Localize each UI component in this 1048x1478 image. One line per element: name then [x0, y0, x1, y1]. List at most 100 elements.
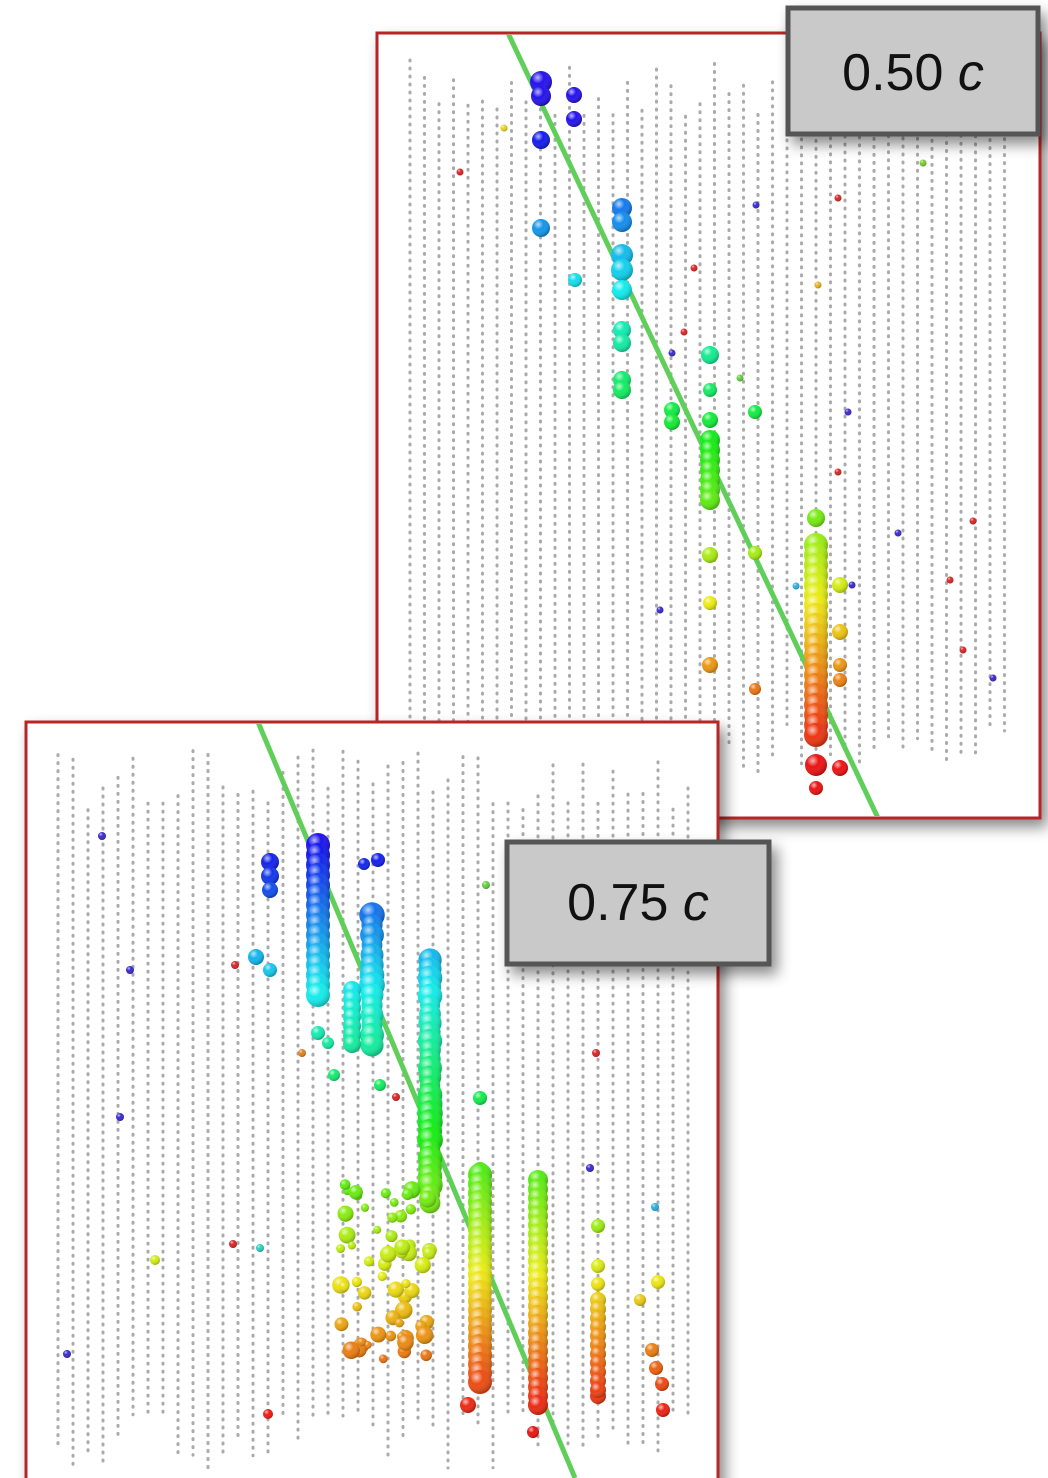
- hit-shine: [263, 963, 277, 977]
- hit-shine: [664, 402, 680, 418]
- hit-shine: [357, 1286, 372, 1300]
- hit-shine: [248, 949, 264, 965]
- hit-shine: [401, 1188, 414, 1200]
- hit-shine: [832, 577, 848, 593]
- hit-shine: [668, 349, 676, 357]
- hit-shine: [380, 1188, 391, 1199]
- hit-shine: [844, 408, 852, 416]
- hit-shine: [989, 674, 997, 682]
- hit-shine: [702, 547, 718, 563]
- hit-shine: [263, 1409, 273, 1419]
- speed-label-box: 0.50 c: [785, 5, 1041, 137]
- hit-shine: [358, 858, 370, 870]
- hit-shine: [150, 1255, 160, 1265]
- hit-shine: [261, 853, 279, 871]
- hit-shine: [337, 1205, 354, 1222]
- hit-shine: [833, 673, 847, 687]
- hit-shine: [792, 582, 800, 590]
- label-box: [504, 839, 772, 967]
- hit-shine: [334, 1317, 349, 1332]
- speed-value: 0.50: [842, 44, 943, 102]
- hit-shine: [703, 596, 717, 610]
- hit-shine: [338, 1281, 350, 1292]
- hit-shine: [261, 867, 279, 885]
- hit-shine: [848, 581, 856, 589]
- hit-shine: [385, 1330, 397, 1342]
- hit-shine: [262, 882, 278, 898]
- hit-shine: [568, 273, 582, 287]
- hit-shine: [385, 1230, 398, 1243]
- hit-shine: [377, 1271, 387, 1281]
- hit-shine: [420, 1349, 432, 1362]
- hit-shine: [969, 517, 977, 525]
- hit-shine: [532, 131, 550, 149]
- hit-shine: [834, 194, 842, 202]
- hit-shine: [322, 1037, 334, 1049]
- hit-shine: [649, 1361, 663, 1375]
- hit-shine: [959, 646, 967, 654]
- hit-shine: [946, 576, 954, 584]
- hit-shine: [834, 468, 842, 476]
- hit-shine: [832, 760, 848, 776]
- hit-shine: [833, 658, 847, 672]
- hit-shine: [456, 168, 464, 176]
- hit-shine: [591, 1219, 605, 1233]
- hit-shine: [405, 1204, 417, 1215]
- panel-bottom: [24, 720, 720, 1478]
- hit-shine: [397, 1334, 414, 1351]
- speed-unit: c: [683, 874, 709, 932]
- hit-shine: [814, 281, 822, 289]
- speed-unit: c: [958, 44, 984, 102]
- hit-shine: [613, 381, 631, 399]
- hit-shine: [919, 159, 927, 167]
- panel-top: [375, 31, 1042, 820]
- hit-shine: [807, 509, 825, 527]
- hit-shine: [298, 1049, 306, 1057]
- hit-shine: [229, 1240, 237, 1248]
- hit-shine: [748, 546, 762, 560]
- hit-shine: [586, 1164, 594, 1172]
- event-display: [56, 724, 690, 1478]
- hit-shine: [394, 1209, 408, 1223]
- hit-shine: [116, 1113, 124, 1121]
- hit-shine: [374, 1079, 386, 1091]
- hit-shine: [832, 624, 848, 640]
- hit-shine: [651, 1275, 665, 1289]
- hit-shine: [894, 529, 902, 537]
- hit-shine: [680, 328, 688, 336]
- hit-shine: [805, 754, 827, 776]
- hit-shine: [701, 346, 719, 364]
- hit-shine: [634, 1294, 646, 1306]
- hit-shine: [566, 111, 582, 127]
- hit-shine: [373, 1225, 382, 1234]
- hit-shine: [328, 1069, 340, 1081]
- hit-shine: [700, 490, 720, 510]
- hit-shine: [656, 606, 664, 614]
- hit-shine: [339, 1179, 351, 1190]
- hit-shine: [612, 212, 632, 232]
- hit-shine: [363, 1256, 375, 1267]
- hit-shine: [804, 723, 828, 747]
- hit-shine: [63, 1350, 71, 1358]
- hit-shine: [338, 1226, 356, 1244]
- speed-value: 0.75: [567, 874, 668, 932]
- hit-shine: [592, 1049, 600, 1057]
- hit-shine: [460, 1397, 476, 1413]
- hit-shine: [378, 1354, 388, 1364]
- hit-shine: [530, 71, 552, 93]
- hit-shine: [98, 832, 106, 840]
- hit-shine: [256, 1244, 264, 1252]
- hit-shine: [401, 1279, 411, 1289]
- hit-shine: [336, 1244, 346, 1254]
- hit-shine: [531, 86, 551, 106]
- hit-shine: [749, 683, 761, 695]
- hit-shine: [360, 1203, 370, 1212]
- hit-shine: [702, 657, 718, 673]
- hit-shine: [306, 983, 330, 1007]
- hit-shine: [387, 1212, 398, 1223]
- hit-shine: [645, 1343, 659, 1357]
- hit-shine: [231, 961, 239, 969]
- hit-shine: [527, 1426, 539, 1438]
